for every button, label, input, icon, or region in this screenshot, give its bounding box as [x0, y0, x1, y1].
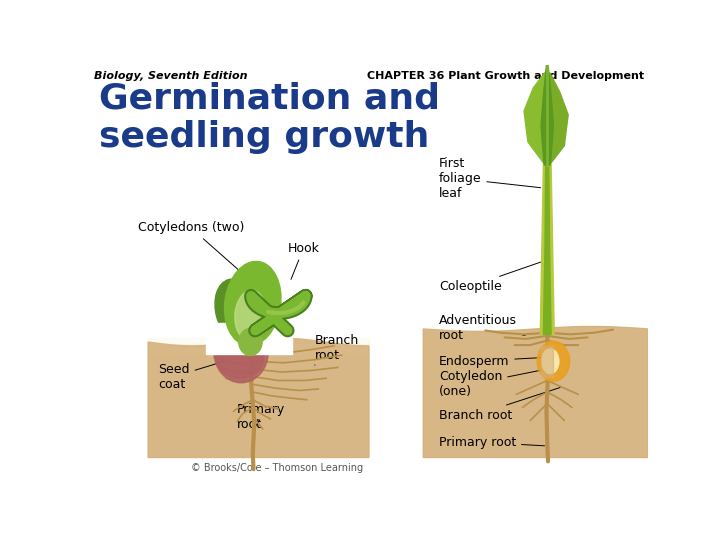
Polygon shape: [524, 72, 545, 165]
Text: Endosperm: Endosperm: [438, 355, 543, 368]
Text: Germination and
seedling growth: Germination and seedling growth: [99, 82, 441, 154]
Text: Cotyledons (two): Cotyledons (two): [138, 221, 248, 279]
Text: Primary root: Primary root: [438, 436, 544, 449]
Polygon shape: [541, 57, 554, 165]
Polygon shape: [423, 327, 648, 457]
Bar: [206, 323, 292, 354]
Text: First
foliage
leaf: First foliage leaf: [438, 157, 541, 200]
Text: Coleoptile: Coleoptile: [438, 262, 541, 293]
Text: © Brooks/Cole – Thomson Learning: © Brooks/Cole – Thomson Learning: [191, 463, 363, 473]
Ellipse shape: [235, 290, 266, 340]
Text: CHAPTER 36 Plant Growth and Development: CHAPTER 36 Plant Growth and Development: [367, 71, 644, 81]
Polygon shape: [148, 338, 369, 457]
Polygon shape: [549, 72, 568, 165]
Ellipse shape: [239, 328, 262, 355]
Ellipse shape: [214, 321, 269, 383]
Ellipse shape: [215, 279, 259, 343]
Ellipse shape: [542, 349, 559, 374]
Ellipse shape: [537, 341, 570, 381]
Text: Branch
root: Branch root: [315, 334, 359, 365]
Ellipse shape: [225, 261, 281, 346]
Bar: [210, 323, 287, 342]
Text: Hook: Hook: [287, 241, 320, 279]
Text: Branch root: Branch root: [438, 388, 560, 422]
Polygon shape: [540, 165, 554, 334]
Text: Adventitious
root: Adventitious root: [438, 314, 525, 342]
Ellipse shape: [215, 336, 264, 379]
Text: Seed
coat: Seed coat: [158, 361, 227, 390]
Text: Cotyledon
(one): Cotyledon (one): [438, 369, 544, 399]
Text: Biology, Seventh Edition: Biology, Seventh Edition: [94, 71, 248, 81]
Bar: [541, 346, 553, 377]
Polygon shape: [544, 165, 551, 334]
Text: Primary
root: Primary root: [238, 403, 286, 431]
